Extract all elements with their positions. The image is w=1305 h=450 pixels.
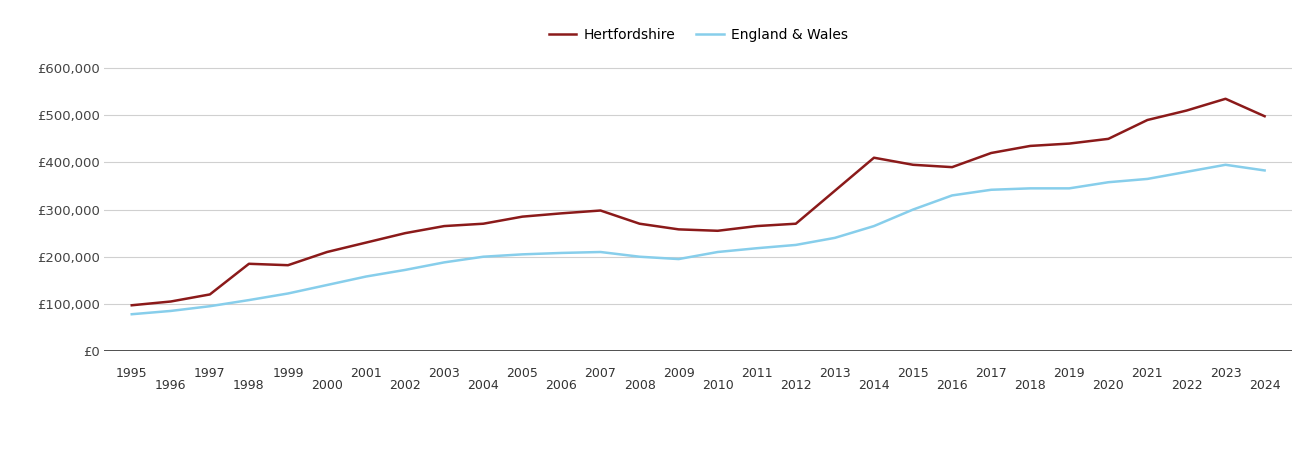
Text: 2013: 2013 [820,367,851,380]
Text: 2021: 2021 [1131,367,1163,380]
Hertfordshire [1257,113,1272,119]
Text: 2003: 2003 [428,367,461,380]
Text: 2002: 2002 [389,379,422,392]
Hertfordshire [1139,117,1155,123]
Hertfordshire [1100,136,1116,142]
England & Wales [632,254,647,259]
Text: 2006: 2006 [545,379,577,392]
Text: 1998: 1998 [234,379,265,392]
England & Wales [436,260,452,265]
Hertfordshire [1178,108,1194,113]
Text: 2017: 2017 [975,367,1007,380]
Text: 2014: 2014 [859,379,890,392]
Text: 2022: 2022 [1171,379,1202,392]
Text: 2004: 2004 [467,379,500,392]
Text: 2005: 2005 [506,367,539,380]
England & Wales [749,246,765,251]
Text: 1996: 1996 [155,379,187,392]
Text: 2024: 2024 [1249,379,1280,392]
England & Wales [827,235,843,241]
Hertfordshire [827,188,843,194]
England & Wales [475,254,491,259]
England & Wales [671,256,686,262]
Hertfordshire [1061,141,1077,146]
Hertfordshire [710,228,726,234]
England & Wales [241,297,257,303]
Hertfordshire [945,164,960,170]
Hertfordshire [514,214,530,219]
Hertfordshire [241,261,257,266]
England & Wales [710,249,726,255]
Text: 2016: 2016 [936,379,968,392]
Hertfordshire [475,221,491,226]
Legend: Hertfordshire, England & Wales: Hertfordshire, England & Wales [543,22,853,47]
Hertfordshire [984,150,1000,156]
England & Wales [124,311,140,317]
England & Wales [867,223,882,229]
Text: 2012: 2012 [780,379,812,392]
Text: 2023: 2023 [1210,367,1241,380]
England & Wales [1100,180,1116,185]
Hertfordshire [553,211,569,216]
England & Wales [202,303,218,309]
England & Wales [553,250,569,256]
Text: 1997: 1997 [194,367,226,380]
Text: 2001: 2001 [350,367,382,380]
Hertfordshire [163,299,179,304]
Text: 1995: 1995 [116,367,147,380]
Hertfordshire [436,223,452,229]
Hertfordshire [632,221,647,226]
Text: 2008: 2008 [624,379,655,392]
Text: 2000: 2000 [311,379,343,392]
England & Wales [592,249,608,255]
England & Wales [1218,162,1233,167]
Hertfordshire [359,240,375,245]
Hertfordshire [320,249,335,255]
Hertfordshire [397,230,412,236]
England & Wales [163,308,179,314]
England & Wales [788,242,804,248]
Text: 2010: 2010 [702,379,733,392]
Text: 2020: 2020 [1092,379,1124,392]
Hertfordshire [124,302,140,308]
Text: 2009: 2009 [663,367,694,380]
England & Wales [320,282,335,288]
England & Wales [984,187,1000,193]
England & Wales [397,267,412,273]
Line: England & Wales: England & Wales [132,165,1265,314]
England & Wales [1022,186,1037,191]
England & Wales [906,207,921,212]
Hertfordshire [749,223,765,229]
England & Wales [1257,168,1272,173]
Text: 1999: 1999 [273,367,304,380]
England & Wales [1178,169,1194,175]
England & Wales [1061,186,1077,191]
Text: 2015: 2015 [897,367,929,380]
Hertfordshire [1022,143,1037,148]
Text: 2011: 2011 [741,367,773,380]
Text: 2018: 2018 [1014,379,1047,392]
Hertfordshire [281,262,296,268]
England & Wales [1139,176,1155,182]
Hertfordshire [906,162,921,167]
Text: 2019: 2019 [1053,367,1084,380]
Hertfordshire [1218,96,1233,102]
Hertfordshire [202,292,218,297]
England & Wales [359,274,375,279]
Hertfordshire [788,221,804,226]
Hertfordshire [671,227,686,232]
Hertfordshire [592,208,608,213]
Text: 2007: 2007 [585,367,616,380]
England & Wales [945,193,960,198]
Line: Hertfordshire: Hertfordshire [132,99,1265,305]
Hertfordshire [867,155,882,160]
England & Wales [514,252,530,257]
England & Wales [281,291,296,296]
